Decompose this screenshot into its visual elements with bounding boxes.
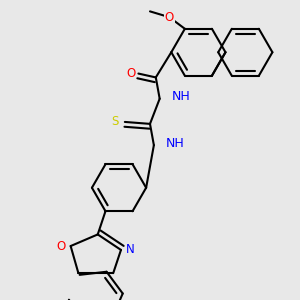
Text: NH: NH	[166, 137, 184, 150]
Text: NH: NH	[171, 90, 190, 103]
Text: O: O	[165, 11, 174, 24]
Text: N: N	[126, 243, 135, 256]
Text: S: S	[112, 116, 119, 128]
Text: O: O	[56, 239, 66, 253]
Text: O: O	[126, 67, 135, 80]
